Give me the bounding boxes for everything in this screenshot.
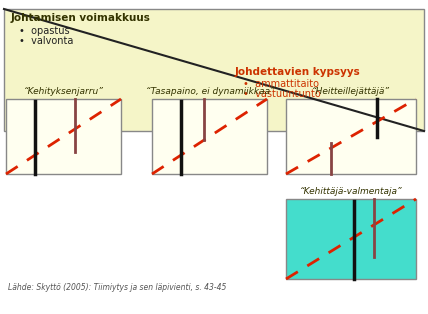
Text: •  valvonta: • valvonta <box>19 36 73 46</box>
FancyBboxPatch shape <box>6 99 121 174</box>
FancyBboxPatch shape <box>4 9 424 131</box>
Text: Johtamisen voimakkuus: Johtamisen voimakkuus <box>11 13 151 23</box>
FancyBboxPatch shape <box>286 99 416 174</box>
Text: “Kehityksenjarru”: “Kehityksenjarru” <box>24 87 104 96</box>
Text: “Kehittäjä-valmentaja”: “Kehittäjä-valmentaja” <box>300 187 402 196</box>
Text: •  vastuuntunto: • vastuuntunto <box>243 89 321 99</box>
Text: “Heitteillejättäjä”: “Heitteillejättäjä” <box>312 87 390 96</box>
FancyBboxPatch shape <box>286 199 416 279</box>
Text: Lähde: Skyttö (2005): Tiimiytys ja sen läpivienti, s. 43-45: Lähde: Skyttö (2005): Tiimiytys ja sen l… <box>8 283 226 292</box>
FancyBboxPatch shape <box>152 99 267 174</box>
Text: Johdettavien kypsyys: Johdettavien kypsyys <box>235 67 361 77</box>
Text: •  opastus: • opastus <box>19 26 70 36</box>
Text: •  ammattitaito: • ammattitaito <box>243 78 319 89</box>
Text: “Tasapaino, ei dynamiikkaa”: “Tasapaino, ei dynamiikkaa” <box>146 87 274 96</box>
